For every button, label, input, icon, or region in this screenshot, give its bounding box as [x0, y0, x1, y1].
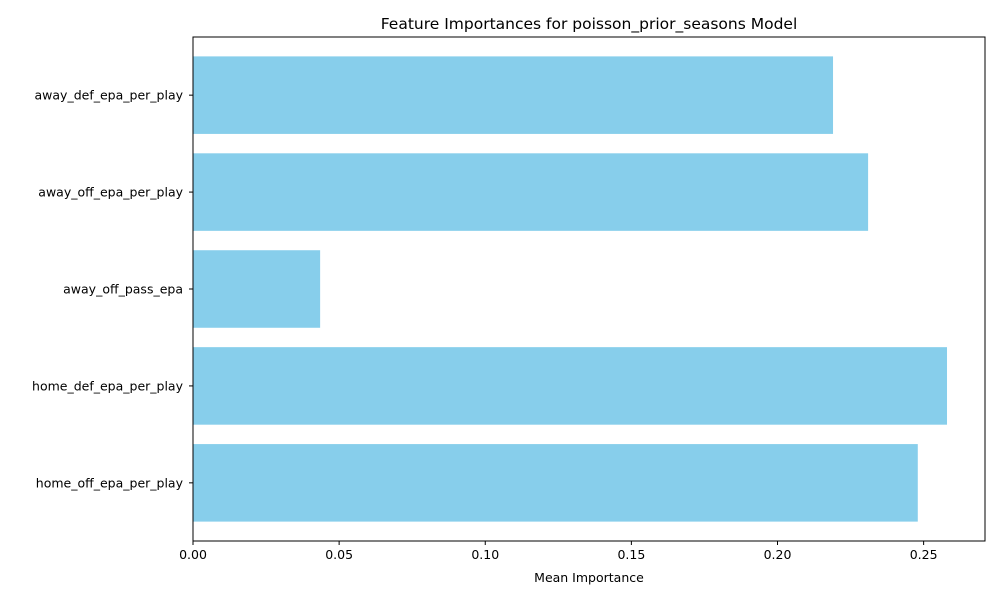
- y-tick-label: away_def_epa_per_play: [35, 88, 184, 103]
- y-tick-label: away_off_epa_per_play: [38, 185, 183, 200]
- x-tick-label: 0.20: [764, 547, 792, 562]
- plot-frame: [192, 36, 986, 542]
- chart-title: Feature Importances for poisson_prior_se…: [381, 15, 798, 34]
- x-tick-label: 0.25: [910, 547, 938, 562]
- y-tick-label: away_off_pass_epa: [63, 282, 183, 297]
- bar-home_off_epa_per_play: [193, 444, 918, 522]
- x-tick-label: 0.10: [471, 547, 499, 562]
- bar-away_off_pass_epa: [193, 250, 321, 328]
- x-axis-label: Mean Importance: [534, 570, 644, 585]
- bar-away_def_epa_per_play: [193, 56, 834, 134]
- axes-layer: away_def_epa_per_play away_off_epa_per_pl…: [32, 36, 986, 562]
- y-tick-label: home_off_epa_per_play: [36, 475, 184, 490]
- bars-layer: [193, 56, 948, 522]
- y-tick-label: home_def_epa_per_play: [32, 378, 184, 393]
- x-tick-label: 0.05: [325, 547, 353, 562]
- x-tick-label: 0.15: [617, 547, 645, 562]
- bar-away_off_epa_per_play: [193, 153, 869, 231]
- bar-home_def_epa_per_play: [193, 347, 948, 425]
- x-tick-label: 0.00: [179, 547, 207, 562]
